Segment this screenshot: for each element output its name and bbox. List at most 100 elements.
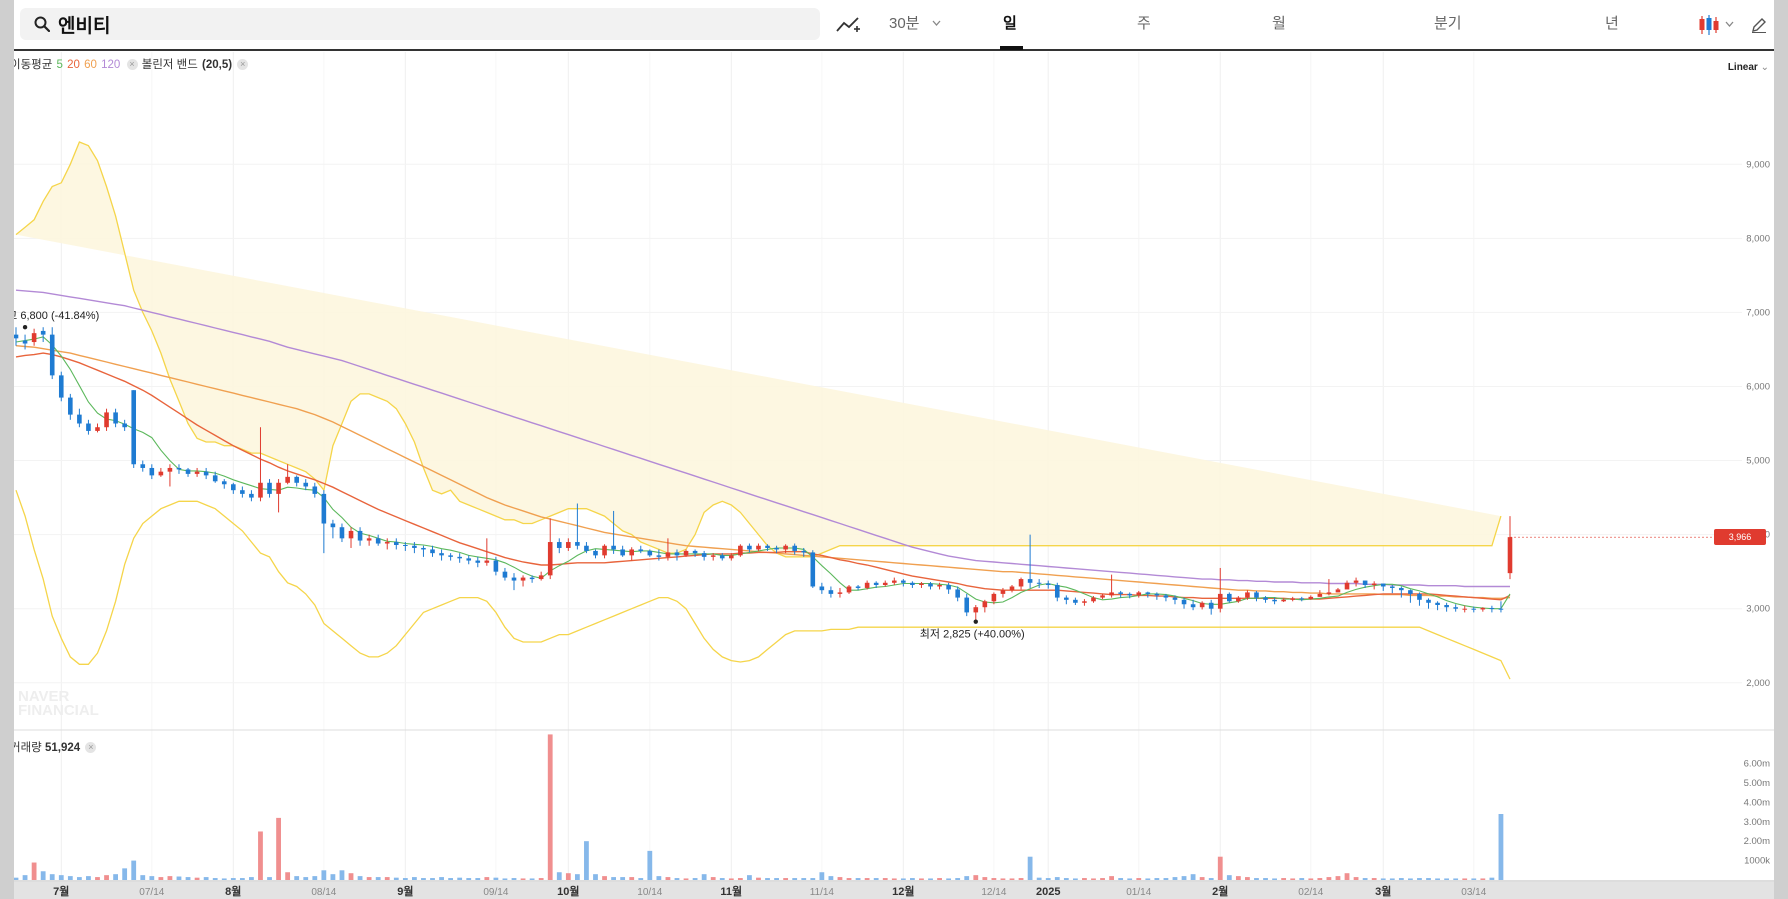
candle-body <box>566 542 571 548</box>
x-tick-label: 01/14 <box>1126 887 1151 898</box>
candle-body <box>611 545 616 550</box>
candle-body <box>194 471 200 474</box>
candle-body <box>719 555 725 559</box>
x-axis-band <box>14 882 1774 899</box>
candle-body <box>1064 597 1069 600</box>
candle-body <box>49 334 55 376</box>
volume-bar <box>104 875 109 880</box>
volume-bar <box>285 872 291 880</box>
candle-body <box>1036 582 1042 584</box>
ma120-line <box>15 289 1510 588</box>
candle-body <box>692 550 698 554</box>
scale-select[interactable]: Linear ⌄ <box>1727 62 1769 73</box>
volume-bar <box>412 877 417 880</box>
candle-body <box>412 545 417 548</box>
tab-year[interactable]: 년 <box>1605 15 1619 32</box>
volume-bar <box>891 878 897 880</box>
search-box[interactable]: 엔비티 <box>20 8 820 40</box>
remove-ma-icon[interactable]: × <box>126 59 138 71</box>
tab-month[interactable]: 월 <box>1272 15 1286 32</box>
candle-body <box>855 586 861 588</box>
candle-body <box>1000 590 1006 594</box>
candle-body <box>1263 597 1268 600</box>
price-chart[interactable]: 2,0003,0004,0005,0006,0007,0008,0009,000… <box>14 0 1774 899</box>
volume-bar <box>946 878 952 880</box>
candle-body <box>1154 593 1160 596</box>
volume-legend: 거래량 51,924 × <box>14 739 102 755</box>
candle-body <box>747 545 752 550</box>
volume-bar <box>493 877 499 880</box>
x-tick-label: 3월 <box>1375 884 1391 898</box>
volume-bar <box>1272 878 1277 880</box>
volume-bar <box>529 878 535 880</box>
candle-body <box>810 552 816 587</box>
candle-body <box>77 414 82 424</box>
candle-body <box>86 423 91 431</box>
volume-tick-label: 1000k <box>1744 856 1770 867</box>
candle-body <box>149 467 155 476</box>
volume-bar <box>303 877 309 880</box>
bb-params: (20,5) <box>202 59 233 71</box>
remove-bb-icon[interactable]: × <box>237 59 249 71</box>
volume-bar <box>828 876 834 880</box>
volume-bar <box>910 878 915 880</box>
candle-body <box>873 582 879 585</box>
volume-bar <box>1136 878 1142 880</box>
volume-bar <box>783 878 789 880</box>
volume-bar <box>1480 878 1486 880</box>
volume-bar <box>674 878 680 880</box>
interval-select[interactable]: 30분 <box>889 15 920 32</box>
candle-body <box>140 464 146 468</box>
chevron-down-icon[interactable] <box>1725 21 1734 27</box>
candle-body <box>1163 595 1169 598</box>
volume-bar <box>1072 878 1078 880</box>
candle-body <box>819 586 825 591</box>
tab-quarter[interactable]: 분기 <box>1434 15 1462 32</box>
volume-bar <box>1190 874 1196 880</box>
candle-body <box>276 482 281 494</box>
candle-body <box>1498 608 1504 610</box>
volume-bar <box>864 878 870 880</box>
volume-bar <box>1344 873 1350 880</box>
candle-body <box>212 475 218 482</box>
tab-week[interactable]: 주 <box>1137 15 1151 32</box>
candle-body <box>457 556 462 559</box>
candle-body <box>22 340 28 344</box>
volume-bar <box>973 875 979 880</box>
volume-bar <box>665 877 671 880</box>
volume-bar <box>538 878 544 880</box>
pencil-icon[interactable] <box>1750 16 1768 34</box>
low-annotation: 최저 2,825 (+40.00%) <box>920 628 1025 641</box>
volume-bar <box>321 870 327 880</box>
candle-body <box>520 577 526 581</box>
volume-bar <box>1389 878 1395 880</box>
volume-bar <box>448 878 454 880</box>
chart-window: 2,0003,0004,0005,0006,0007,0008,0009,000… <box>14 0 1774 899</box>
volume-bar <box>1317 878 1323 880</box>
volume-bar <box>1018 878 1024 880</box>
candle-type-icon[interactable] <box>1698 14 1722 36</box>
candle-body <box>1344 582 1350 590</box>
volume-bar <box>692 878 698 880</box>
candle-body <box>1426 599 1431 603</box>
bb-label: 볼린저 밴드 <box>141 59 198 71</box>
volume-bar <box>1489 877 1495 880</box>
candle-body <box>330 523 336 528</box>
volume-bar <box>819 872 825 880</box>
candle-body <box>393 542 399 545</box>
remove-volume-icon[interactable]: × <box>85 742 97 754</box>
candle-body <box>991 593 997 602</box>
candle-body <box>1480 607 1486 610</box>
tab-day[interactable]: 일 <box>1003 15 1017 32</box>
ma5-label: 5 <box>56 59 63 71</box>
ma-label: 이동평균 <box>14 59 53 71</box>
candle-body <box>31 333 37 343</box>
candle-body <box>375 538 381 544</box>
volume-bar <box>928 878 933 880</box>
chevron-down-icon[interactable] <box>932 20 941 26</box>
volume-bar <box>756 877 761 880</box>
indicator-add-icon[interactable] <box>836 15 862 35</box>
ma5-line <box>15 336 1511 610</box>
candle-body <box>1254 592 1259 598</box>
volume-bar <box>1118 878 1124 880</box>
